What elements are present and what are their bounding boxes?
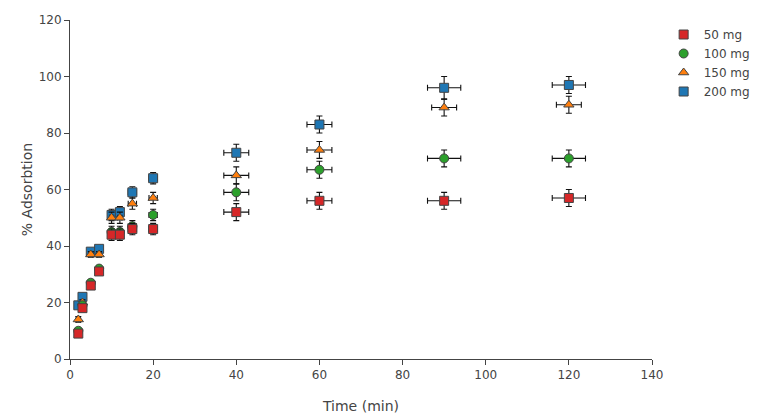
svg-text:40: 40 [229,368,244,382]
svg-text:60: 60 [312,368,327,382]
svg-text:0: 0 [54,352,62,366]
svg-text:150 mg: 150 mg [704,66,750,80]
svg-text:20: 20 [145,368,160,382]
svg-text:60: 60 [46,183,61,197]
svg-text:100: 100 [39,70,62,84]
svg-text:50 mg: 50 mg [704,28,742,42]
svg-text:20: 20 [46,296,61,310]
svg-text:% Adsorbtion: % Adsorbtion [19,143,35,236]
svg-text:80: 80 [46,126,61,140]
svg-text:120: 120 [39,13,62,27]
svg-text:140: 140 [641,368,664,382]
svg-text:40: 40 [46,239,61,253]
svg-text:0: 0 [66,368,74,382]
svg-text:200 mg: 200 mg [704,85,750,99]
svg-text:100: 100 [474,368,497,382]
svg-text:100 mg: 100 mg [704,47,750,61]
svg-text:120: 120 [557,368,580,382]
svg-text:Time (min): Time (min) [322,398,399,414]
svg-text:80: 80 [395,368,410,382]
